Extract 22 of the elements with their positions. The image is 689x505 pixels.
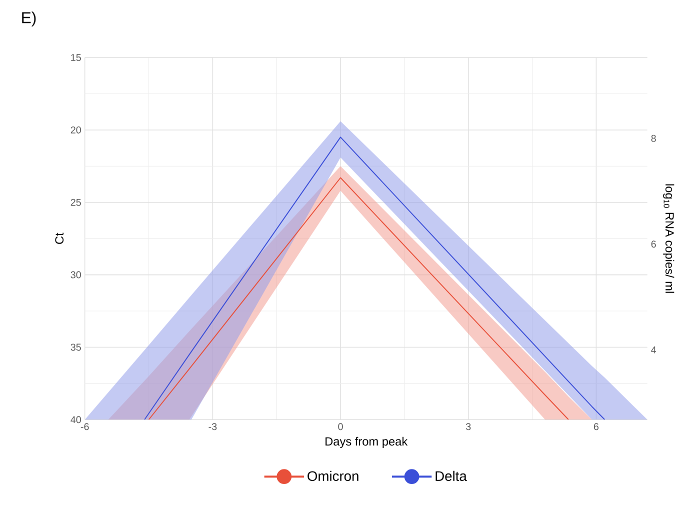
x-axis-title: Days from peak xyxy=(326,436,408,448)
y2-tick-label: 8 xyxy=(651,134,656,142)
y-tick-label: 15 xyxy=(71,54,81,62)
x-tick-label: 0 xyxy=(338,423,343,430)
chart-title: E) xyxy=(22,12,36,26)
y-tick-label: 25 xyxy=(70,198,81,206)
x-tick-label: -6 xyxy=(80,423,89,430)
y-tick-label: 30 xyxy=(70,271,81,278)
x-tick-label: 6 xyxy=(594,423,599,430)
y-axis-title: Ct xyxy=(55,232,64,244)
legend-label: Delta xyxy=(436,470,467,482)
y-tick-label: 40 xyxy=(70,416,81,424)
y2-tick-label: 4 xyxy=(651,346,656,354)
line-series xyxy=(148,177,569,420)
y-tick-label: 35 xyxy=(70,344,81,351)
x-tick-label: -3 xyxy=(208,423,217,430)
legend-label: Omicron xyxy=(308,470,358,482)
line-series xyxy=(144,136,606,420)
y2-axis-title: log$_{10}$ RNA copies/ ml xyxy=(663,184,674,293)
x-tick-label: 3 xyxy=(466,423,471,430)
y-tick-label: 20 xyxy=(70,126,81,134)
y2-tick-label: 6 xyxy=(651,240,656,248)
